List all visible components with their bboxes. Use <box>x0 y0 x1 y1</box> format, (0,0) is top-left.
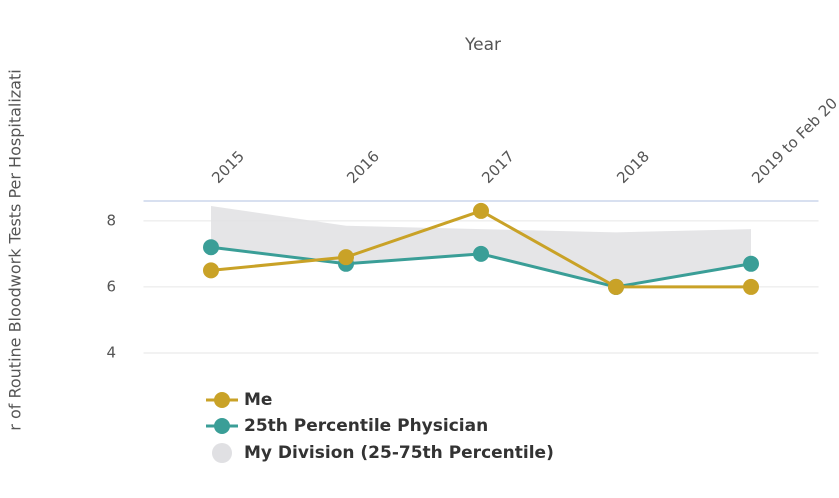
legend-label: 25th Percentile Physician <box>244 416 488 436</box>
point <box>743 278 759 295</box>
point <box>338 249 354 266</box>
x-tick-label: 2015 <box>208 147 248 187</box>
legend-symbol <box>212 443 232 463</box>
legend-symbol <box>214 418 230 434</box>
legend-symbol <box>214 392 230 408</box>
point <box>743 255 759 272</box>
point <box>203 262 219 279</box>
point <box>203 239 219 256</box>
x-tick-label: 2018 <box>613 147 653 187</box>
y-tick-label: 4 <box>106 344 116 362</box>
x-axis-title: Year <box>464 35 501 55</box>
y-tick-label: 8 <box>106 211 116 229</box>
y-tick-label: 6 <box>106 277 116 295</box>
x-tick-label: 2019 to Feb 20 <box>748 94 839 187</box>
x-tick-label: 2017 <box>478 147 518 187</box>
point <box>473 245 489 262</box>
legend-label: Me <box>244 390 272 410</box>
y-axis-title: r of Routine Bloodwork Tests Per Hospita… <box>6 69 25 430</box>
legend-label: My Division (25-75th Percentile) <box>244 443 554 463</box>
point <box>608 278 624 295</box>
x-tick-label: 2016 <box>343 147 383 187</box>
point <box>473 202 489 219</box>
